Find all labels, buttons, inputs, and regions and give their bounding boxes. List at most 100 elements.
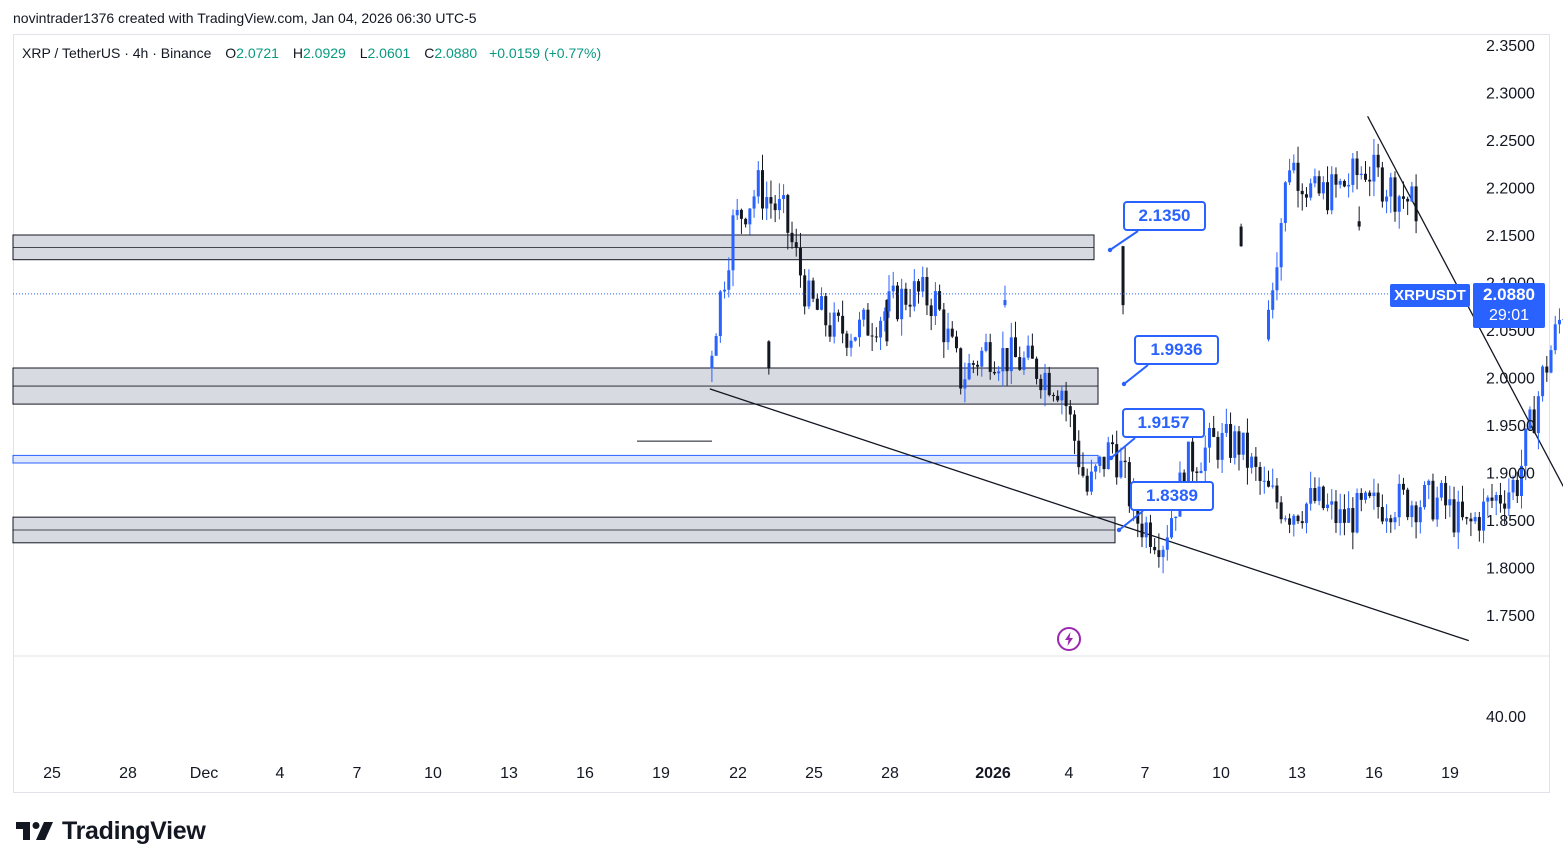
candle-body (1347, 184, 1351, 187)
candle-body (1051, 395, 1055, 397)
trendline-lower-channel[interactable] (709, 388, 1470, 642)
candle-body (1359, 173, 1363, 176)
candle-body (744, 218, 748, 225)
candle-body (1431, 480, 1435, 520)
annotation-1-9157[interactable]: 1.9157 (1122, 408, 1205, 438)
candle-body (1267, 480, 1271, 487)
candle-body (1507, 492, 1511, 509)
candle-body (1245, 432, 1249, 468)
candle-body (891, 285, 895, 292)
candle-body (1376, 154, 1380, 168)
candle-body (756, 170, 760, 197)
candle-body (1338, 509, 1342, 524)
candle-body (1414, 505, 1418, 523)
candle-body (1001, 348, 1005, 372)
candle-body (782, 195, 786, 199)
legend-high: 2.0929 (302, 45, 346, 61)
price-tick: 1.9000 (1486, 466, 1535, 483)
candle-body (1271, 485, 1275, 487)
last-price: 2.0880 (1483, 285, 1535, 304)
annotation-1-8389[interactable]: 1.8389 (1130, 481, 1214, 511)
annotation-connector (1110, 437, 1136, 459)
candle-body (1110, 442, 1114, 445)
candle-body (765, 197, 769, 209)
candle-body (1330, 174, 1334, 211)
candle-body (1326, 504, 1330, 509)
candle-body (1161, 549, 1165, 558)
candle-body (1423, 485, 1427, 508)
candle-body (1410, 505, 1414, 518)
candle-body (997, 371, 1001, 374)
candle-body (1439, 483, 1443, 498)
zone-support[interactable] (12, 454, 1099, 464)
price-tick: 2.0000 (1486, 371, 1535, 388)
candle-body (1035, 358, 1039, 379)
candle-body (1144, 522, 1148, 538)
candle-body (967, 363, 971, 380)
candle-body (1376, 492, 1380, 507)
candle-body (1520, 465, 1524, 497)
candle-body (1524, 428, 1528, 466)
candle-body (1456, 501, 1460, 533)
symbol-price-tag: XRPUSDT (1390, 284, 1470, 307)
candle-body (1085, 475, 1089, 492)
lightning-icon[interactable] (1057, 627, 1081, 651)
candle-body (1448, 499, 1452, 506)
price-tick: 2.2500 (1486, 133, 1535, 150)
candle-body (1326, 182, 1330, 211)
time-tick: 25 (43, 765, 61, 782)
candle-body (1262, 480, 1266, 482)
candle-body (1288, 170, 1292, 183)
candle-body (1511, 479, 1515, 493)
candle-body (1026, 345, 1030, 358)
candle-body (980, 350, 984, 367)
annotation-1-9936[interactable]: 1.9936 (1134, 335, 1219, 365)
legend-low: 2.0601 (367, 45, 411, 61)
candle-body (1372, 154, 1376, 182)
candle-body (1397, 196, 1401, 212)
time-tick: 25 (805, 765, 823, 782)
time-tick: 16 (1365, 765, 1383, 782)
candle-body (849, 340, 853, 348)
time-tick: 13 (1288, 765, 1306, 782)
candle-body (917, 281, 921, 292)
candle-body (1283, 182, 1287, 223)
candle-body (1452, 499, 1456, 533)
candle-body (1279, 502, 1283, 520)
candle-body (1313, 176, 1317, 184)
candle-body (984, 342, 988, 351)
annotation-2-1350[interactable]: 2.1350 (1123, 201, 1206, 231)
chart-frame[interactable] (13, 34, 1550, 793)
candle-body (1317, 176, 1321, 194)
candle-body (1267, 309, 1271, 340)
candle-body (1018, 357, 1022, 370)
candle-body (1469, 518, 1473, 522)
candle-body (828, 325, 832, 337)
candle-body (1254, 456, 1258, 467)
candle-body (938, 291, 942, 310)
price-tick: 1.8000 (1486, 561, 1535, 578)
price-tick: 1.9500 (1486, 418, 1535, 435)
legend-change: +0.0159 (+0.77%) (489, 45, 602, 61)
brand[interactable]: TradingView (16, 815, 206, 847)
candle-body (1123, 460, 1127, 463)
candle-body (1541, 366, 1545, 397)
candle-body (1465, 517, 1469, 519)
legend-symbol[interactable]: XRP / TetherUS · 4h · Binance (22, 45, 212, 61)
candle-body (1089, 471, 1093, 492)
candle-body (836, 312, 840, 316)
trendline-layer (637, 115, 1563, 642)
candle-body (1224, 423, 1228, 433)
candle-body (933, 291, 937, 316)
candle-body (1536, 396, 1540, 434)
candle-body (904, 288, 908, 305)
time-tick: 13 (500, 765, 518, 782)
candle-body (1490, 497, 1494, 501)
annotation-anchor (1107, 247, 1113, 253)
trendline-upper-channel[interactable] (1367, 115, 1563, 499)
candle-body (1444, 483, 1448, 506)
candle-body (879, 320, 883, 338)
candle-body (1014, 337, 1018, 358)
candle-body (1220, 432, 1224, 460)
